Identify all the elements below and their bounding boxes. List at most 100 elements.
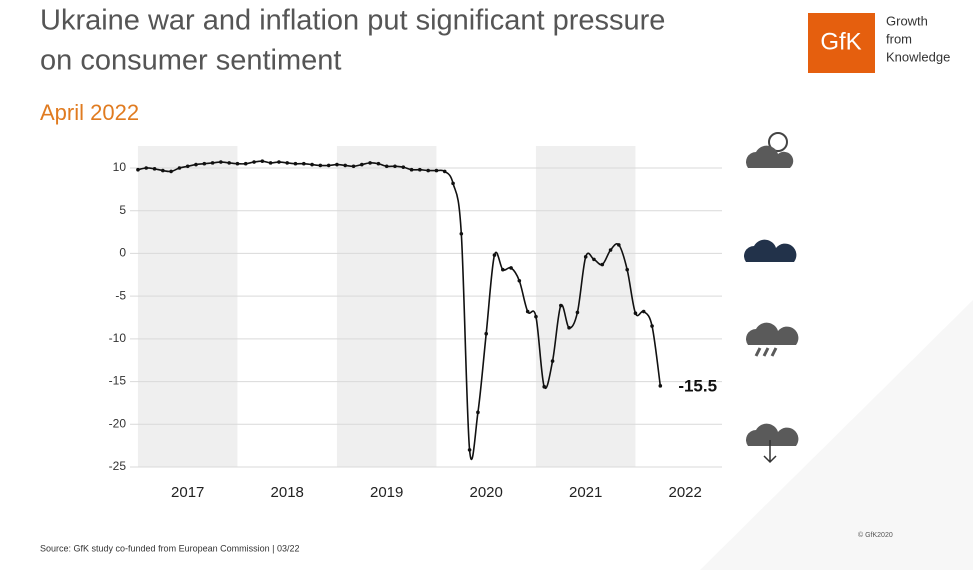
y-tick-label: -5 [115,288,126,302]
logo-tagline: Growth [886,13,928,28]
data-point [525,309,530,314]
data-point [326,163,331,168]
title-line-1: Ukraine war and inflation put significan… [40,5,665,37]
data-point [260,159,265,163]
cloud-icon [746,145,794,168]
logo-box [808,13,875,73]
y-tick-label: -15 [109,374,127,388]
y-tick-label: 10 [113,160,127,174]
data-point [650,324,654,328]
data-point [559,303,563,308]
data-point [310,162,314,167]
data-point [169,169,173,174]
sun-icon [768,132,788,152]
data-point [484,331,488,336]
data-point [202,161,207,166]
data-point [285,161,290,165]
data-point [185,164,190,169]
data-point [144,166,149,170]
x-tick-label: 2021 [569,484,602,501]
data-point [542,384,547,389]
data-point [567,325,571,330]
data-point [608,248,613,252]
cloud-icon [744,239,797,262]
data-point [434,168,439,173]
data-point [641,309,646,314]
x-tick-label: 2019 [370,484,403,501]
x-tick-label: 2020 [470,484,503,501]
y-tick-label: 5 [119,203,126,217]
x-tick-label: 2022 [668,484,701,501]
data-point [509,266,513,270]
y-tick-label: 0 [119,246,126,260]
data-point [633,311,638,316]
shaded-year [336,146,437,467]
data-point [476,410,480,415]
data-point [575,310,580,315]
data-point [442,169,447,174]
data-point [343,163,348,168]
data-point [550,359,555,363]
data-point [467,448,472,452]
y-tick-label: -25 [109,459,127,473]
data-point [426,168,430,173]
logo-tagline: from [886,31,912,46]
data-point [235,161,240,166]
plot: -25 -20 -15 -10 -5 0 5 10 2017 2018 2019 2020 2021 20… [109,146,722,501]
weather-icons [744,132,799,464]
shaded-year [137,146,238,467]
data-point [252,160,256,164]
subtitle: April 2022 [40,100,139,125]
data-point [152,167,157,171]
data-point [451,181,455,186]
end-value-label: -15.5 [678,376,717,395]
data-point [401,165,406,169]
decor [700,300,973,570]
data-point [583,255,588,259]
title-line-2: on consumer sentiment [40,45,341,77]
data-point [625,267,629,272]
data-point [376,161,381,166]
data-point [243,161,248,166]
data-point [492,253,497,257]
y-tick-label: -20 [109,416,127,430]
data-point [393,164,397,169]
data-point [227,161,231,165]
data-point [658,384,663,388]
data-point [302,161,306,166]
source: Source: GfK study co-funded from Europea… [40,543,299,553]
data-point [384,164,389,169]
data-point [293,161,298,166]
data-point [194,162,198,167]
data-point [351,164,356,169]
data-point [318,163,323,168]
x-tick-label: 2017 [171,484,204,501]
y-tick-label: -10 [109,331,127,345]
data-point [418,167,422,172]
data-point [409,167,414,172]
data-point [277,160,281,164]
data-point [459,231,464,236]
data-point [210,161,215,165]
data-point [177,166,182,170]
arrow [763,440,777,464]
data-point [501,267,505,272]
data-point [368,161,372,165]
data-point [136,167,140,172]
logo-mark: GfK [820,28,861,55]
data-point [534,314,538,319]
logo-tagline: Knowledge [886,49,950,64]
data-point [600,262,605,267]
rain [754,347,778,357]
data-point [360,162,364,167]
rain-cloud-icon [746,322,799,345]
data-point [335,162,339,167]
data-point [161,168,165,173]
x-tick-label: 2018 [271,484,304,501]
data-point [617,243,621,247]
data-point [592,257,596,262]
data-point [268,161,273,165]
data-point [219,160,223,164]
data-point [517,278,522,283]
